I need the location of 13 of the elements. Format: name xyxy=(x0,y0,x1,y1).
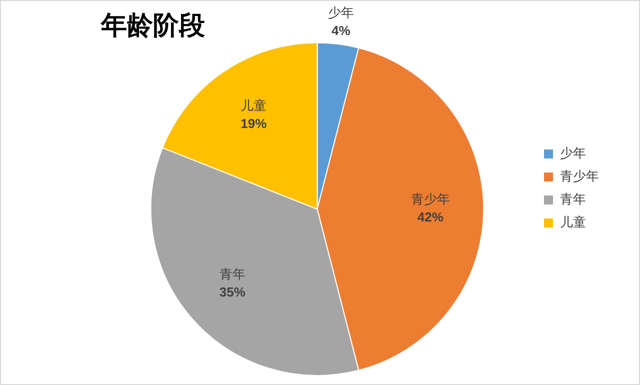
slice-label: 青少年 xyxy=(410,192,450,207)
legend-label: 青少年 xyxy=(560,168,599,184)
data-label: 35% xyxy=(219,284,246,300)
legend-label: 青年 xyxy=(560,192,586,207)
chart-title: 年龄阶段 xyxy=(100,10,206,40)
slice-label: 儿童 xyxy=(240,98,267,114)
legend-label: 儿童 xyxy=(560,214,586,230)
data-label: 4% xyxy=(331,22,351,38)
data-label: 42% xyxy=(417,210,444,225)
slice-label: 少年 xyxy=(328,4,354,20)
data-label: 19% xyxy=(240,116,268,132)
legend-label: 少年 xyxy=(560,146,586,161)
slice-label: 青年 xyxy=(219,266,246,282)
